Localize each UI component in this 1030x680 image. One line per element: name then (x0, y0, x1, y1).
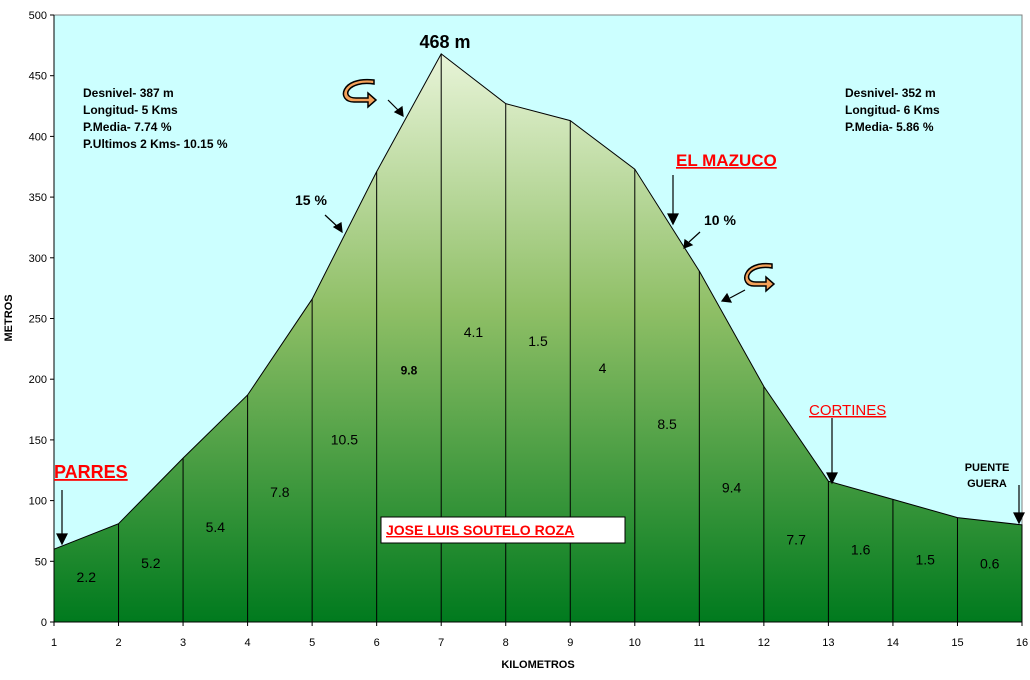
y-tick-label: 400 (29, 131, 47, 143)
y-tick-label: 350 (29, 192, 47, 204)
arrow-puente-icon (1013, 485, 1025, 525)
segment-grade-label: 7.7 (786, 532, 806, 548)
arrow-cortines-icon (826, 418, 838, 485)
segment-grade-label: 1.5 (915, 552, 935, 568)
x-tick-label: 5 (309, 637, 315, 649)
x-tick-label: 13 (822, 637, 834, 649)
segment-grade-label: 2.2 (77, 569, 97, 585)
town-el-mazuco: EL MAZUCO (676, 151, 777, 170)
y-tick-label: 100 (29, 496, 47, 508)
peak-label: 468 m (419, 32, 470, 52)
arrow-descent-icon (720, 289, 746, 303)
town-puente: PUENTE (965, 462, 1010, 474)
segment-grade-label: 7.8 (270, 484, 290, 500)
arrow-peak-icon (387, 99, 404, 118)
x-tick-label: 10 (629, 637, 641, 649)
info-left-pmedia: P.Media- 7.74 % (83, 120, 172, 134)
info-right-desnivel: Desnivel- 352 m (845, 86, 936, 100)
arrows (56, 99, 1025, 546)
curve-sign-top-icon (342, 78, 378, 109)
segment-grade-label: 9.8 (401, 363, 418, 377)
grade-label-right: 10 % (704, 212, 736, 228)
town-cortines: CORTINES (809, 402, 886, 419)
y-tick-label: 300 (29, 253, 47, 265)
arrow-mazuco-icon (667, 175, 679, 226)
info-right: Desnivel- 352 m Longitud- 6 Kms P.Media-… (845, 86, 940, 134)
segment-grade-label: 9.4 (722, 479, 742, 495)
author-label: JOSE LUIS SOUTELO ROZA (386, 522, 574, 538)
info-right-longitud: Longitud- 6 Kms (845, 103, 940, 117)
info-left-desnivel: Desnivel- 387 m (83, 86, 174, 100)
x-axis-title: KILOMETROS (501, 659, 574, 671)
curve-sign-right-icon (744, 262, 776, 293)
segment-grade-label: 8.5 (657, 416, 677, 432)
y-axis: 0 50 100 150 200 250 300 350 400 450 500 (29, 10, 55, 629)
arrow-parres-icon (56, 490, 68, 546)
x-tick-label: 11 (694, 637, 705, 649)
x-tick-label: 9 (567, 637, 573, 649)
x-tick-label: 12 (758, 637, 770, 649)
x-tick-label: 1 (51, 637, 57, 649)
x-tick-label: 4 (245, 637, 251, 649)
info-left-pultimos: P.Ultimos 2 Kms- 10.15 % (83, 137, 228, 151)
author-box: JOSE LUIS SOUTELO ROZA (380, 516, 626, 544)
info-left: Desnivel- 387 m Longitud- 5 Kms P.Media-… (83, 86, 228, 151)
segment-grade-labels: 2.2 5.2 5.4 7.8 10.5 9.8 4.1 1.5 4 8.5 9.4 7.7 1.6 1.… (77, 324, 1000, 585)
y-tick-label: 150 (29, 435, 47, 447)
y-tick-label: 250 (29, 314, 47, 326)
segment-grade-label: 0.6 (980, 556, 1000, 572)
grade-label-left: 15 % (295, 192, 327, 208)
arrow-15pct-icon (324, 214, 343, 234)
segment-grade-label: 1.6 (851, 542, 871, 558)
y-tick-label: 200 (29, 374, 47, 386)
x-tick-label: 2 (115, 637, 121, 649)
segment-grade-label: 4 (599, 360, 607, 376)
town-parres: PARRES (54, 462, 128, 482)
y-tick-label: 0 (41, 617, 47, 629)
x-tick-label: 3 (180, 637, 186, 649)
y-tick-label: 500 (29, 10, 47, 22)
info-left-longitud: Longitud- 5 Kms (83, 103, 178, 117)
x-tick-label: 8 (503, 637, 509, 649)
y-tick-label: 50 (35, 556, 47, 568)
segment-grade-label: 4.1 (464, 324, 484, 340)
info-right-pmedia: P.Media- 5.86 % (845, 120, 934, 134)
segment-grade-label: 5.4 (206, 519, 226, 535)
x-tick-label: 16 (1016, 637, 1028, 649)
x-tick-label: 14 (887, 637, 899, 649)
segment-grade-label: 10.5 (331, 431, 358, 447)
y-axis-title: METROS (3, 294, 15, 341)
x-axis: 1 2 3 4 5 6 7 8 9 10 11 12 13 14 15 16 (51, 621, 1028, 649)
x-tick-label: 7 (438, 637, 444, 649)
segment-grade-label: 5.2 (141, 555, 161, 571)
arrow-10pct-icon (683, 231, 701, 249)
x-tick-label: 15 (951, 637, 963, 649)
y-tick-label: 450 (29, 71, 47, 83)
segment-grade-label: 1.5 (528, 333, 548, 349)
x-tick-label: 6 (374, 637, 380, 649)
town-guera: GUERA (967, 478, 1007, 490)
